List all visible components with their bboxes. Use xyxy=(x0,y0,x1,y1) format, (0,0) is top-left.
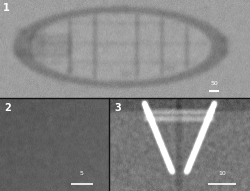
Text: 2: 2 xyxy=(4,103,11,113)
Text: 50: 50 xyxy=(210,81,218,86)
Text: 10: 10 xyxy=(218,171,226,176)
Text: 1: 1 xyxy=(2,3,9,13)
Text: 3: 3 xyxy=(115,103,121,113)
Text: 5: 5 xyxy=(80,171,84,176)
